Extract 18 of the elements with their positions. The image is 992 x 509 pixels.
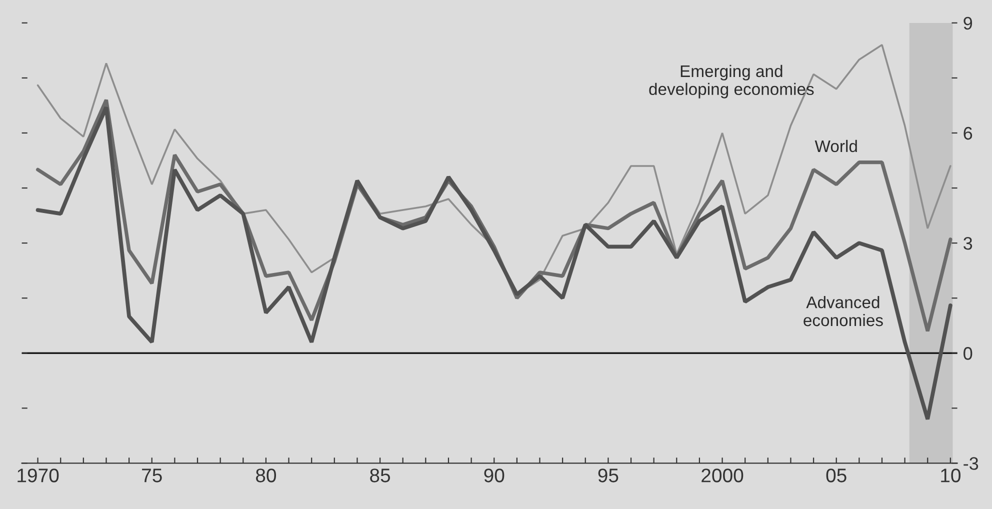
x-tick-label: 85 [370, 468, 390, 482]
series-label: Emerging and developing economies [649, 64, 814, 98]
x-tick-label: 1970 [18, 468, 59, 482]
series-label: Advanced economies [804, 296, 883, 326]
y-tick-label: 0 [964, 347, 972, 360]
line-series [36, 105, 952, 422]
y-tick-label: 6 [964, 126, 972, 140]
x-tick-label: 05 [826, 468, 846, 482]
series-label: World [814, 140, 857, 152]
y-tick-label: -3 [964, 457, 978, 470]
y-tick-label: 3 [964, 236, 972, 250]
x-tick-label: 10 [941, 468, 960, 482]
x-tick-label: 90 [484, 468, 504, 482]
x-tick-label: 80 [256, 468, 276, 482]
x-tick-label: 95 [598, 468, 618, 482]
y-tick-label: 9 [964, 16, 972, 30]
x-tick-label: 75 [142, 468, 162, 482]
x-tick-label: 2000 [702, 468, 744, 482]
